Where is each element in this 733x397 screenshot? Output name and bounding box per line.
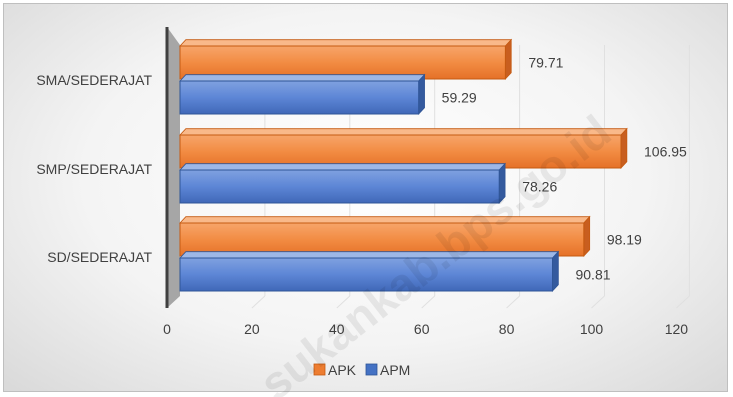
legend-swatch-apm: [365, 363, 378, 376]
data-label-apm: 78.26: [522, 179, 557, 195]
bar-apm-smpsederajat: [179, 169, 500, 204]
floor-gridline: [421, 295, 436, 309]
x-tick-label: 120: [665, 321, 689, 337]
back-wall: [167, 27, 180, 308]
data-label-apk: 106.95: [644, 144, 687, 160]
x-tick-label: 40: [329, 321, 345, 337]
bar-top-apk-smasederajat: [179, 39, 513, 47]
floor-gridline: [251, 295, 266, 309]
bar-apm-smasederajat: [179, 80, 420, 115]
bar-side-apk-smasederajat: [504, 38, 512, 81]
floor-gridline: [336, 295, 351, 309]
category-label: SMA/SEDERAJAT: [36, 72, 152, 88]
data-label-apk: 98.19: [607, 232, 642, 248]
bar-apm-sdsederajat: [179, 257, 553, 292]
floor-gridline: [676, 295, 690, 309]
category-label: SMP/SEDERAJAT: [36, 161, 152, 177]
legend: APK APM: [313, 362, 410, 378]
legend-label-apk: APK: [328, 362, 357, 378]
bar-side-apk-smpsederajat: [620, 127, 628, 170]
x-tick-label: 20: [244, 321, 260, 337]
data-label-apm: 90.81: [575, 267, 610, 283]
category-label: SD/SEDERAJAT: [47, 249, 152, 265]
bar-top-apm-smasederajat: [179, 74, 426, 82]
bar-apk-sdsederajat: [179, 222, 585, 257]
bar-apk-smasederajat: [179, 45, 506, 80]
x-tick-label: 60: [414, 321, 430, 337]
bar-side-apm-sdsederajat: [552, 250, 559, 293]
bars: [179, 38, 628, 293]
data-labels: 98.19 90.81 106.95 78.26 79.71 59.29: [442, 55, 687, 283]
legend-swatch-apk: [313, 363, 326, 376]
x-tick-label: 80: [499, 321, 515, 337]
bar-top-apm-sdsederajat: [179, 251, 560, 259]
x-tick-label: 0: [163, 321, 171, 337]
floor-gridline: [506, 295, 520, 309]
data-label-apk: 79.71: [528, 55, 563, 71]
data-label-apm: 59.29: [442, 90, 477, 106]
axes: SD/SEDERAJAT SMP/SEDERAJAT SMA/SEDERAJAT 0 2…: [36, 27, 688, 337]
bar-top-apm-smpsederajat: [179, 163, 506, 171]
side-wall: [167, 27, 180, 308]
bar-side-apm-smasederajat: [418, 73, 425, 116]
bar-side-apk-sdsederajat: [583, 215, 591, 258]
bar-apk-smpsederajat: [179, 134, 622, 169]
legend-label-apm: APM: [380, 362, 410, 378]
x-tick-label: 100: [580, 321, 604, 337]
floor-gridline: [591, 295, 605, 309]
